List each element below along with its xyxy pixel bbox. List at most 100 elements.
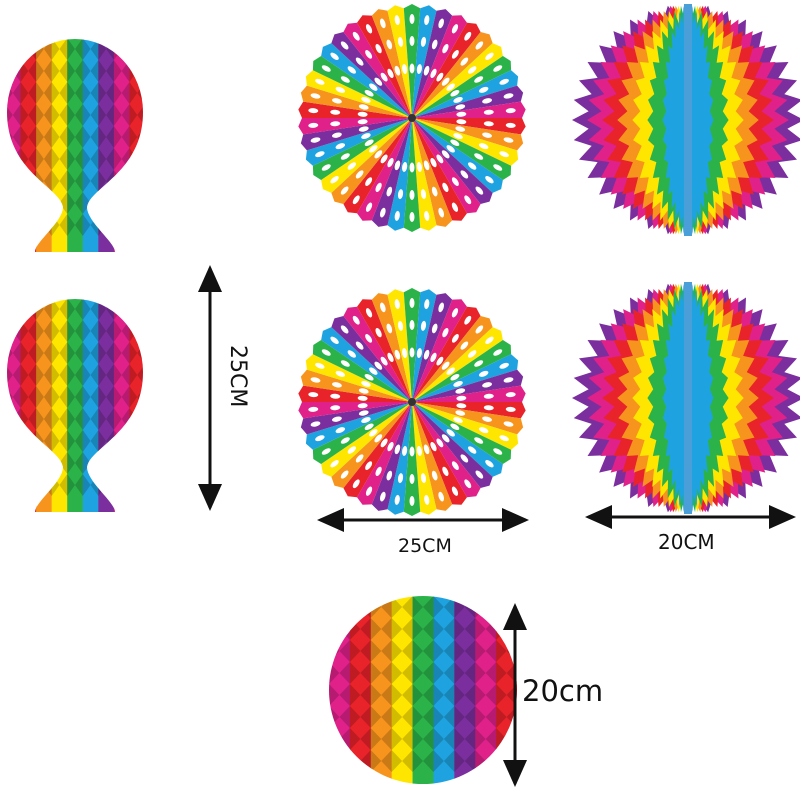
- fan-cutout: [330, 460, 339, 468]
- fan-wedge: [412, 402, 503, 477]
- fan-cutout: [369, 367, 378, 375]
- honeycomb-cell: [381, 640, 403, 662]
- fan-cutout: [357, 111, 368, 117]
- fan-cutout: [450, 423, 460, 431]
- honeycomb-cell: [329, 662, 340, 684]
- honeycomb-cell: [121, 39, 138, 60]
- fan-cutout: [451, 50, 459, 59]
- pompom-spine: [684, 4, 692, 236]
- fan-cutout: [416, 348, 422, 359]
- fan-cutout: [423, 65, 430, 76]
- fan-wedge: [412, 56, 512, 118]
- fan-cutout: [451, 486, 459, 496]
- honeycomb-cell: [381, 706, 403, 728]
- fan-cutout: [505, 392, 516, 398]
- fan-wedge: [305, 118, 412, 166]
- honeycomb-cell: [137, 430, 143, 452]
- honeycomb-stripe: [370, 596, 393, 784]
- honeycomb-cell: [106, 342, 122, 364]
- fan-wedge: [312, 118, 412, 180]
- fan-wedge: [300, 369, 412, 402]
- fan-cutout: [347, 446, 357, 454]
- fan-cutout: [438, 207, 444, 218]
- fan-wedge: [412, 402, 493, 489]
- fan-cutout: [340, 186, 349, 195]
- fan-wedge: [412, 70, 519, 118]
- fan-cutout: [402, 348, 408, 359]
- fan-wedge: [321, 327, 412, 402]
- fan-cutout: [451, 24, 459, 34]
- fan-cutout: [365, 334, 373, 343]
- fan-cutout: [394, 444, 401, 455]
- fan-cutout: [355, 454, 364, 463]
- fan-cutout: [409, 320, 415, 330]
- honeycomb-cell: [59, 299, 75, 320]
- honeycomb-cell: [485, 706, 507, 728]
- fan-cutout: [340, 76, 350, 83]
- honeycomb-cell: [75, 60, 91, 82]
- honeycomb-cell: [90, 320, 107, 342]
- fan-cutout: [397, 189, 404, 200]
- honeycomb-cell: [75, 214, 91, 236]
- fan-cutout: [397, 36, 404, 47]
- fan-wedge: [371, 9, 412, 119]
- honeycomb-cell: [329, 596, 340, 618]
- fan-cutout: [464, 479, 472, 489]
- honeycomb-cell: [402, 750, 423, 772]
- fan-cutout: [380, 491, 386, 502]
- fan-cutout: [347, 66, 357, 74]
- fan-cutout: [340, 153, 350, 160]
- fan-wedge: [412, 402, 524, 435]
- fan-cutout: [460, 454, 469, 463]
- honeycomb-cell: [90, 170, 107, 192]
- fan-cutout: [474, 76, 484, 83]
- honeycomb-cell: [12, 214, 29, 236]
- fan-center: [408, 114, 416, 122]
- fan-wedge: [412, 31, 493, 119]
- fan-cutout: [330, 52, 339, 60]
- fan-cutout: [402, 161, 408, 172]
- fan-cutout: [467, 446, 477, 454]
- honeycomb-cell: [75, 104, 91, 126]
- fan-cutout: [483, 393, 494, 399]
- honeycomb-stripe: [129, 299, 143, 512]
- fan-cutout: [409, 496, 415, 506]
- fan-cutout: [347, 162, 357, 170]
- fan-cutout: [483, 121, 494, 127]
- fan-cutout: [340, 437, 350, 444]
- honeycomb-cell: [360, 684, 382, 706]
- fan-cutout: [394, 160, 401, 171]
- fan-cutout: [451, 461, 459, 470]
- fan-wedge: [412, 5, 437, 119]
- fan-wedge: [312, 56, 412, 118]
- fan-cutout: [358, 388, 369, 394]
- honeycomb-stripe: [67, 39, 84, 252]
- honeycomb-cell: [7, 430, 13, 452]
- fan-cutout: [321, 164, 331, 171]
- fan-cutout: [394, 494, 400, 505]
- fan-cutout: [455, 410, 466, 416]
- honeycomb-cell: [106, 452, 122, 474]
- fan-cutout: [364, 89, 374, 97]
- honeycomb-cell: [12, 82, 29, 104]
- fan-cutout: [505, 122, 516, 128]
- honeycomb-cell: [106, 408, 122, 430]
- fan-cutout: [365, 308, 373, 318]
- fan-wedge: [387, 402, 412, 515]
- fan-cutout: [455, 104, 466, 110]
- honeycomb-cell: [59, 104, 75, 126]
- fan-cutout: [375, 182, 382, 193]
- honeycomb-cell: [329, 684, 340, 706]
- honeycomb-cell: [121, 126, 138, 148]
- fan-cutout: [394, 15, 400, 26]
- fan-cutout: [321, 448, 331, 455]
- honeycomb-cell: [360, 640, 382, 662]
- fan-cutout: [430, 68, 437, 79]
- fan-cutout: [499, 151, 509, 158]
- honeycomb-cell: [75, 148, 91, 170]
- honeycomb-cell: [90, 364, 107, 386]
- fan-cutout: [441, 77, 450, 86]
- fan-cutout: [467, 350, 477, 358]
- fan-cutout: [330, 121, 341, 127]
- honeycomb-cell: [485, 662, 507, 684]
